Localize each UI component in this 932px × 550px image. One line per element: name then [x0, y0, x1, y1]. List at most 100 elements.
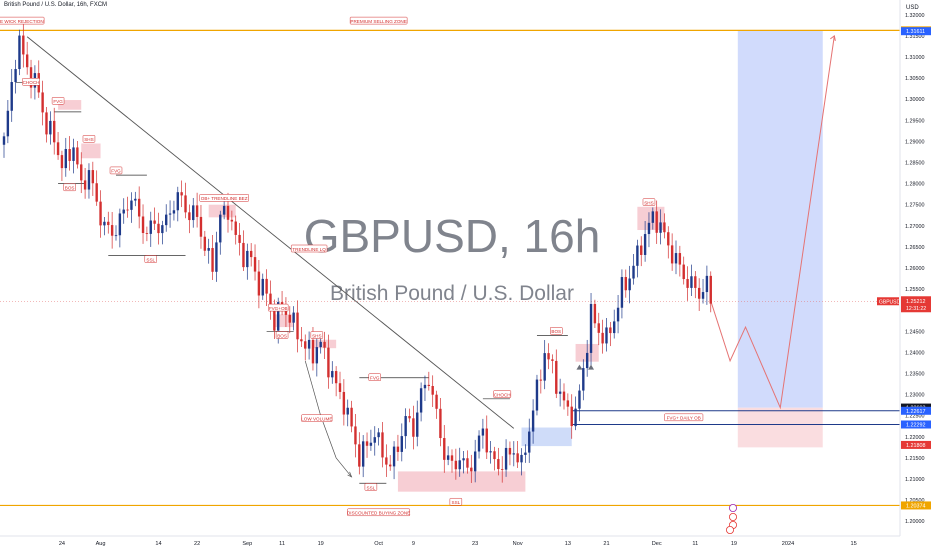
candle-body[interactable]: [246, 250, 249, 268]
candle-body[interactable]: [450, 455, 454, 461]
candle-body[interactable]: [2, 136, 6, 145]
candle-body[interactable]: [354, 426, 357, 445]
candle-body[interactable]: [670, 245, 674, 264]
candle-body[interactable]: [531, 410, 535, 432]
candle-body[interactable]: [651, 211, 655, 223]
candle-body[interactable]: [91, 170, 95, 184]
candle-body[interactable]: [389, 464, 392, 467]
candle-body[interactable]: [697, 287, 701, 299]
candle-body[interactable]: [512, 453, 515, 455]
candle-body[interactable]: [53, 120, 56, 143]
event-marker-icon[interactable]: [726, 526, 735, 535]
candle-body[interactable]: [443, 438, 446, 460]
candle-body[interactable]: [574, 408, 577, 427]
candle-body[interactable]: [446, 455, 450, 460]
candle-body[interactable]: [558, 391, 562, 394]
candle-body[interactable]: [188, 212, 191, 221]
symbol-tag[interactable]: [877, 297, 899, 306]
candle-body[interactable]: [107, 221, 110, 226]
candle-body[interactable]: [207, 248, 210, 251]
candle-body[interactable]: [365, 441, 369, 446]
candle-body[interactable]: [431, 386, 434, 395]
candle-body[interactable]: [578, 390, 581, 409]
candle-body[interactable]: [408, 416, 411, 419]
candle-body[interactable]: [377, 432, 380, 438]
candle-body[interactable]: [423, 384, 427, 389]
candle-body[interactable]: [41, 92, 44, 113]
candle-body[interactable]: [477, 435, 481, 452]
candle-body[interactable]: [570, 406, 573, 427]
candle-body[interactable]: [412, 418, 415, 437]
candle-body[interactable]: [454, 460, 458, 470]
candle-body[interactable]: [157, 223, 160, 234]
candle-body[interactable]: [22, 35, 25, 55]
candle-body[interactable]: [110, 225, 114, 236]
candle-body[interactable]: [501, 469, 504, 470]
candle-body[interactable]: [439, 408, 442, 439]
candle-body[interactable]: [60, 155, 64, 169]
candle-body[interactable]: [690, 276, 693, 288]
candle-body[interactable]: [385, 457, 388, 465]
current-price-tag[interactable]: [901, 296, 931, 313]
candle-body[interactable]: [300, 339, 303, 342]
candle-body[interactable]: [211, 248, 214, 272]
candle-body[interactable]: [226, 205, 230, 220]
event-marker-icon[interactable]: [729, 513, 738, 522]
candle-body[interactable]: [628, 278, 631, 291]
candle-body[interactable]: [296, 312, 299, 340]
candle-body[interactable]: [199, 216, 203, 237]
candle-body[interactable]: [203, 236, 207, 251]
candle-body[interactable]: [361, 441, 365, 467]
candle-body[interactable]: [659, 222, 662, 233]
candle-body[interactable]: [338, 383, 342, 392]
candle-body[interactable]: [153, 220, 156, 224]
candle-body[interactable]: [566, 400, 570, 407]
candle-body[interactable]: [404, 416, 407, 437]
time-axis[interactable]: 24 Aug 14 22 Sep 11 19 Oct 9 23 Nov 13 21 Dec 11 19 2024…: [59, 541, 857, 547]
candle-body[interactable]: [72, 147, 75, 161]
candle-body[interactable]: [524, 452, 527, 455]
candle-body[interactable]: [705, 275, 709, 293]
candle-body[interactable]: [219, 214, 222, 243]
candle-body[interactable]: [369, 442, 373, 446]
candle-body[interactable]: [373, 437, 376, 443]
candle-body[interactable]: [597, 323, 600, 333]
candle-body[interactable]: [49, 120, 52, 135]
candle-body[interactable]: [215, 242, 218, 272]
candle-body[interactable]: [45, 112, 48, 135]
candle-body[interactable]: [392, 446, 396, 467]
candle-body[interactable]: [176, 192, 179, 211]
candle-body[interactable]: [249, 250, 253, 258]
candle-body[interactable]: [323, 341, 326, 348]
candle-body[interactable]: [605, 327, 608, 344]
candle-body[interactable]: [161, 225, 164, 234]
candle-body[interactable]: [632, 265, 635, 279]
candle-body[interactable]: [562, 391, 566, 401]
candle-body[interactable]: [497, 459, 500, 470]
candle-body[interactable]: [64, 149, 67, 169]
candle-body[interactable]: [172, 210, 176, 214]
candle-body[interactable]: [242, 242, 245, 268]
candle-body[interactable]: [180, 192, 183, 196]
candle-body[interactable]: [195, 205, 199, 217]
candle-body[interactable]: [230, 219, 234, 222]
candle-body[interactable]: [222, 205, 226, 215]
candle-body[interactable]: [327, 347, 330, 378]
candle-body[interactable]: [396, 446, 400, 452]
candle-body[interactable]: [504, 447, 508, 470]
price-tag[interactable]: [901, 406, 931, 415]
candle-body[interactable]: [6, 110, 10, 137]
candle-body[interactable]: [83, 180, 87, 190]
candle-body[interactable]: [238, 234, 241, 243]
candle-body[interactable]: [29, 67, 33, 88]
candle-body[interactable]: [555, 360, 558, 394]
candle-body[interactable]: [14, 69, 17, 83]
candle-body[interactable]: [601, 332, 604, 344]
candle-body[interactable]: [284, 310, 288, 315]
candle-body[interactable]: [99, 201, 102, 226]
candle-body[interactable]: [253, 257, 257, 272]
candle-body[interactable]: [663, 222, 666, 233]
candle-body[interactable]: [18, 35, 21, 70]
price-tag[interactable]: [901, 420, 931, 429]
